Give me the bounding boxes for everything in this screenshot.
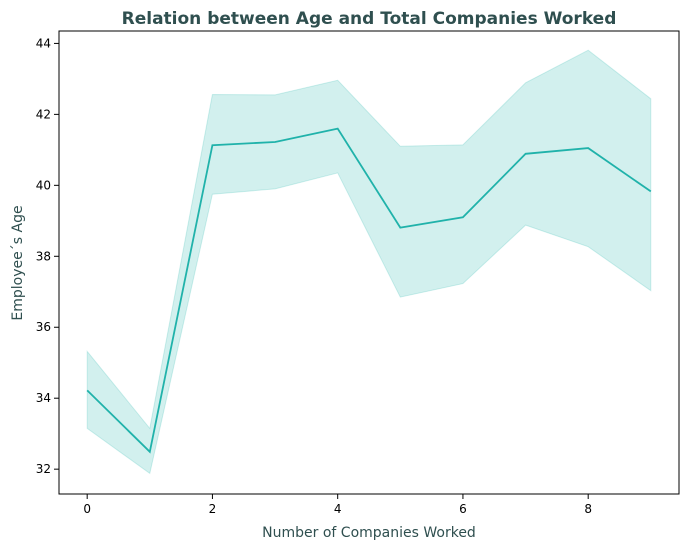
y-axis: 32 34 36 38 40 42 44 [36,36,59,476]
chart-title: Relation between Age and Total Companies… [122,9,617,29]
data-point [586,146,590,150]
data-point [524,152,528,156]
data-point [461,215,465,219]
data-point [273,140,277,144]
y-tick-label: 42 [36,107,51,121]
data-point [336,127,340,131]
data-point [85,388,89,392]
y-axis-label: Employee´s Age [10,205,26,320]
y-tick-label: 34 [36,391,51,405]
data-point [649,189,653,193]
data-point [210,143,214,147]
x-tick-label: 4 [334,502,342,516]
x-tick-label: 8 [584,502,592,516]
plot-frame [58,30,680,495]
y-tick-label: 44 [36,36,51,50]
data-point [398,226,402,230]
data-point [148,450,152,454]
y-tick-label: 40 [36,178,51,192]
series-line [86,127,652,454]
y-tick-label: 32 [36,462,51,476]
y-tick-label: 36 [36,320,51,334]
x-tick-label: 0 [83,502,91,516]
x-axis: 0 2 4 6 8 [83,494,592,516]
confidence-band [86,49,652,475]
plot-area [58,30,680,495]
y-tick-label: 38 [36,249,51,263]
x-axis-label: Number of Companies Worked [262,525,476,541]
x-tick-label: 6 [459,502,467,516]
x-tick-label: 2 [209,502,217,516]
